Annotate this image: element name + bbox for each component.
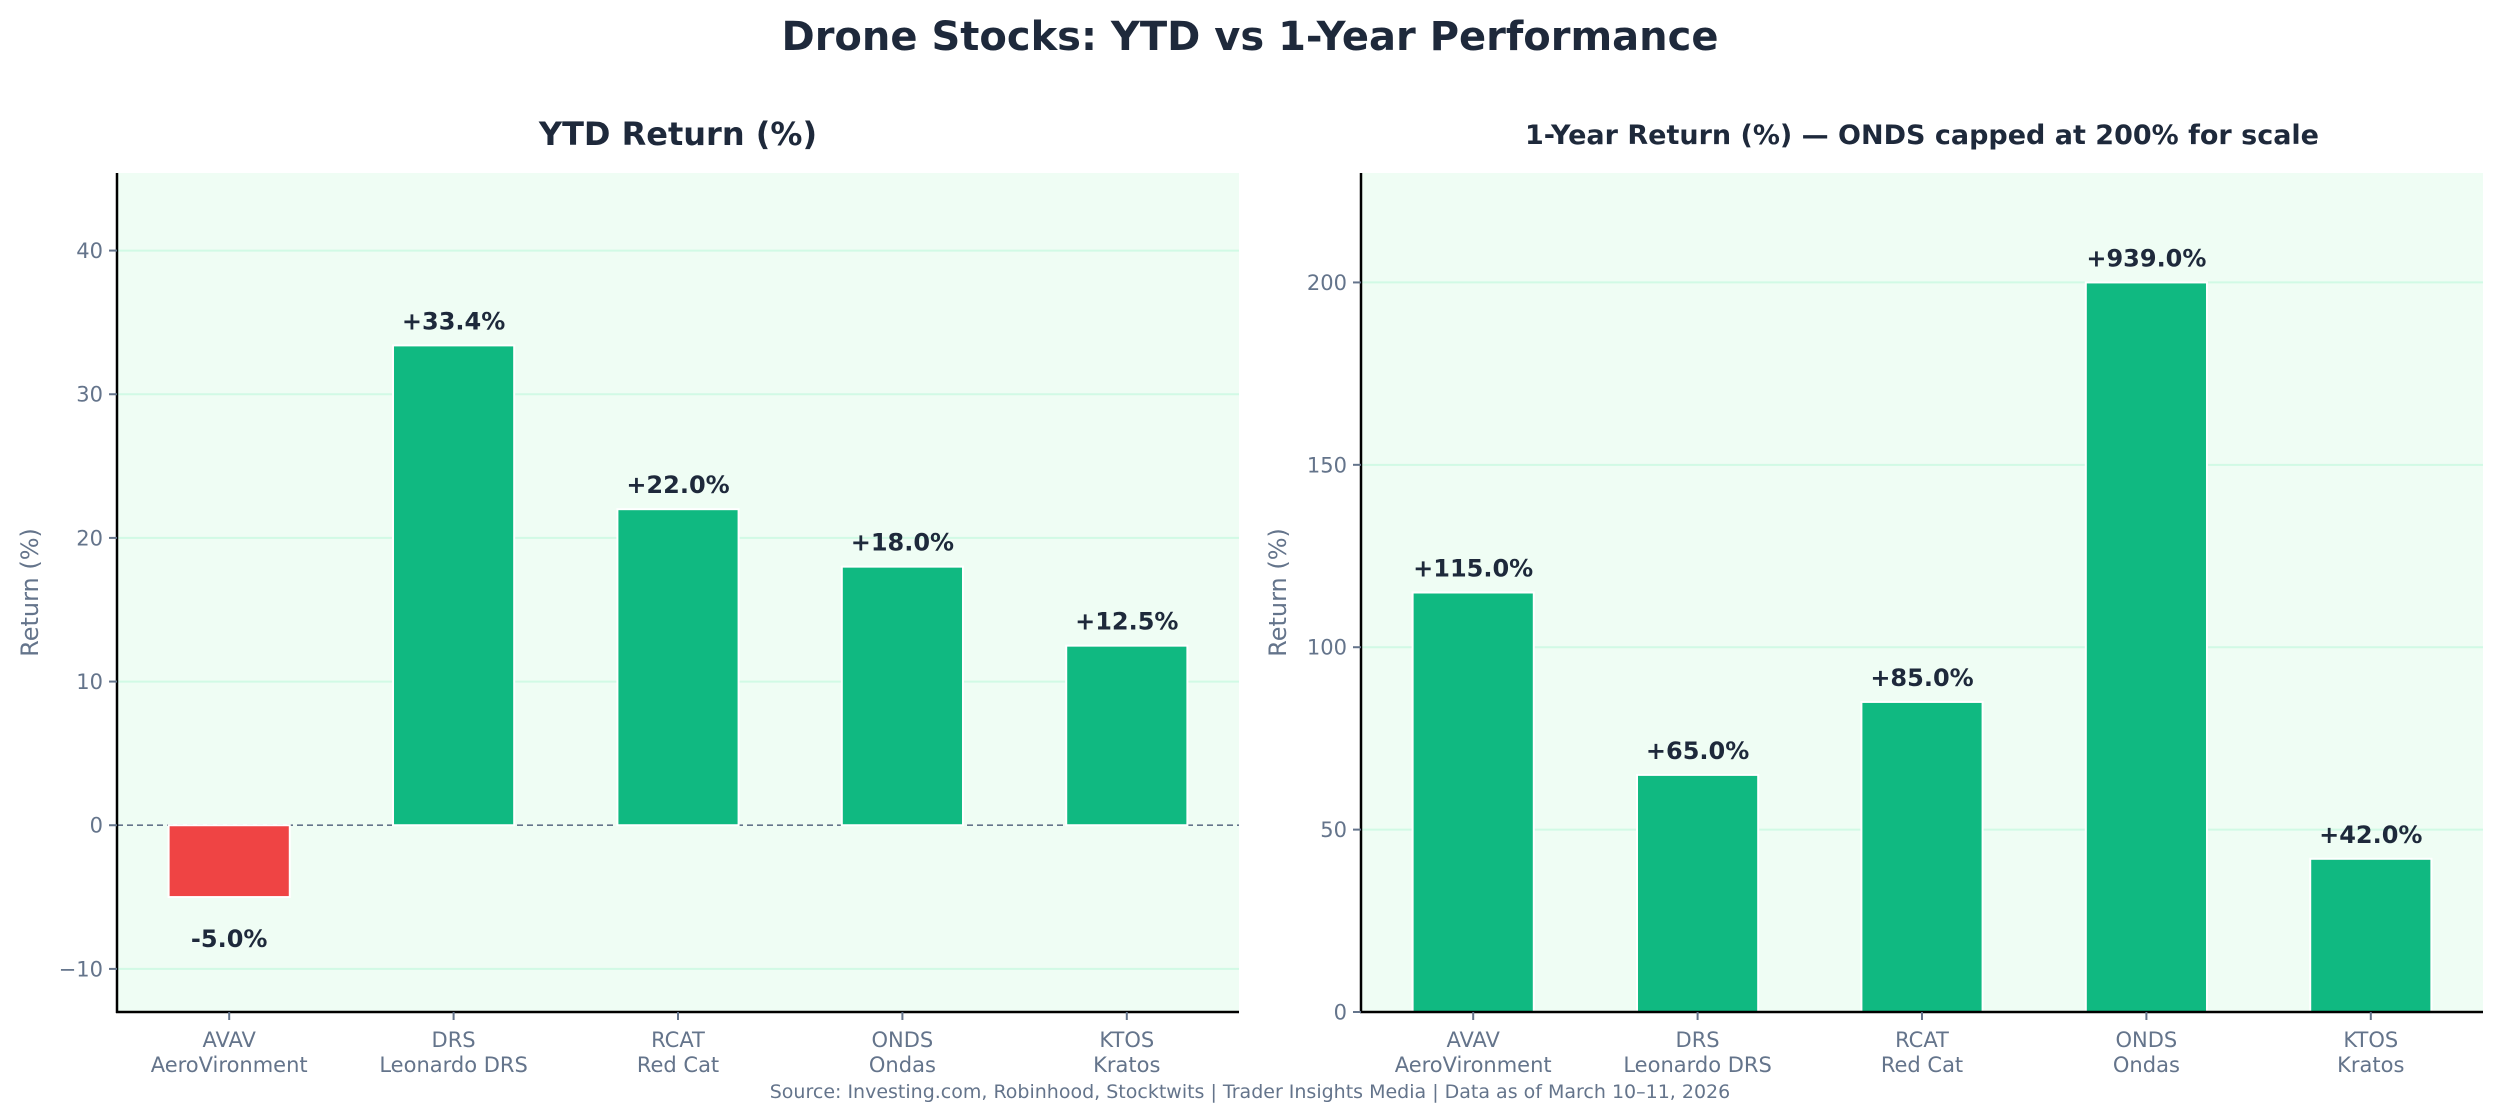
bar-rcat — [1860, 700, 1984, 1013]
y-tick-label: 200 — [1307, 271, 1347, 295]
axes-title: 1-Year Return (%) — ONDS capped at 200% … — [1525, 120, 2319, 151]
x-tick-name: Ondas — [2113, 1053, 2180, 1077]
one-year-return-chart: +115.0% +65.0% +85.0% +939.0% +42.0% 0 50 100 15… — [1264, 120, 2483, 1077]
bar-onds — [840, 565, 964, 827]
y-tick-label: 20 — [76, 526, 103, 550]
y-tick-label: 150 — [1307, 453, 1347, 477]
x-tick-ticker: DRS — [1676, 1028, 1720, 1052]
x-tick-name: Leonardo DRS — [1623, 1053, 1772, 1077]
bar-avav — [167, 824, 291, 899]
figure-title: Drone Stocks: YTD vs 1-Year Performance — [782, 14, 1719, 60]
x-tick-ticker: RCAT — [1895, 1028, 1949, 1052]
axes-title: YTD Return (%) — [538, 115, 817, 153]
y-axis-label: Return (%) — [16, 528, 44, 657]
y-tick-label: 30 — [76, 383, 103, 407]
bar-onds — [2084, 281, 2208, 1014]
data-label-ktos: +42.0% — [2319, 821, 2422, 849]
y-tick-label: −10 — [59, 957, 103, 981]
y-tick-label: 50 — [1320, 818, 1347, 842]
x-tick-name: Ondas — [869, 1053, 936, 1077]
x-tick-ticker: AVAV — [1446, 1028, 1500, 1052]
y-axis-label: Return (%) — [1264, 528, 1292, 657]
x-tick-name: AeroVironment — [1395, 1053, 1552, 1077]
bar-drs — [1636, 773, 1760, 1013]
data-label-rcat: +22.0% — [626, 471, 729, 499]
bar-drs — [392, 344, 516, 827]
x-tick-name: Red Cat — [637, 1053, 719, 1077]
x-tick-ticker: ONDS — [872, 1028, 934, 1052]
ytd-return-chart: -5.0% +33.4% +22.0% +18.0% +12.5% −10 0 10 20 30 4… — [16, 115, 1239, 1077]
y-tick-label: 10 — [76, 670, 103, 694]
data-label-drs: +65.0% — [1646, 737, 1749, 765]
x-tick-name: AeroVironment — [151, 1053, 308, 1077]
data-label-onds: +939.0% — [2086, 244, 2206, 272]
bar-ktos — [1065, 644, 1189, 827]
data-label-ktos: +12.5% — [1075, 608, 1178, 636]
x-tick-name: Leonardo DRS — [379, 1053, 528, 1077]
x-tick-ticker: AVAV — [202, 1028, 256, 1052]
data-label-drs: +33.4% — [402, 307, 505, 335]
y-tick-label: 40 — [76, 239, 103, 263]
bar-avav — [1411, 591, 1535, 1013]
x-tick-ticker: KTOS — [2343, 1028, 2398, 1052]
data-label-onds: +18.0% — [851, 529, 954, 557]
x-tick-ticker: ONDS — [2116, 1028, 2178, 1052]
y-tick-label: 100 — [1307, 636, 1347, 660]
bar-ktos — [2309, 857, 2433, 1014]
x-tick-name: Kratos — [2337, 1053, 2404, 1077]
x-tick-ticker: DRS — [432, 1028, 476, 1052]
source-note: Source: Investing.com, Robinhood, Stockt… — [770, 1081, 1730, 1103]
x-tick-name: Kratos — [1093, 1053, 1160, 1077]
data-label-avav: +115.0% — [1413, 555, 1533, 583]
data-label-avav: -5.0% — [191, 925, 268, 953]
data-label-rcat: +85.0% — [1870, 664, 1973, 692]
x-tick-ticker: KTOS — [1099, 1028, 1154, 1052]
x-tick-name: Red Cat — [1881, 1053, 1963, 1077]
y-tick-label: 0 — [90, 814, 103, 838]
x-tick-ticker: RCAT — [651, 1028, 705, 1052]
y-tick-label: 0 — [1334, 1001, 1347, 1025]
bar-rcat — [616, 508, 740, 827]
